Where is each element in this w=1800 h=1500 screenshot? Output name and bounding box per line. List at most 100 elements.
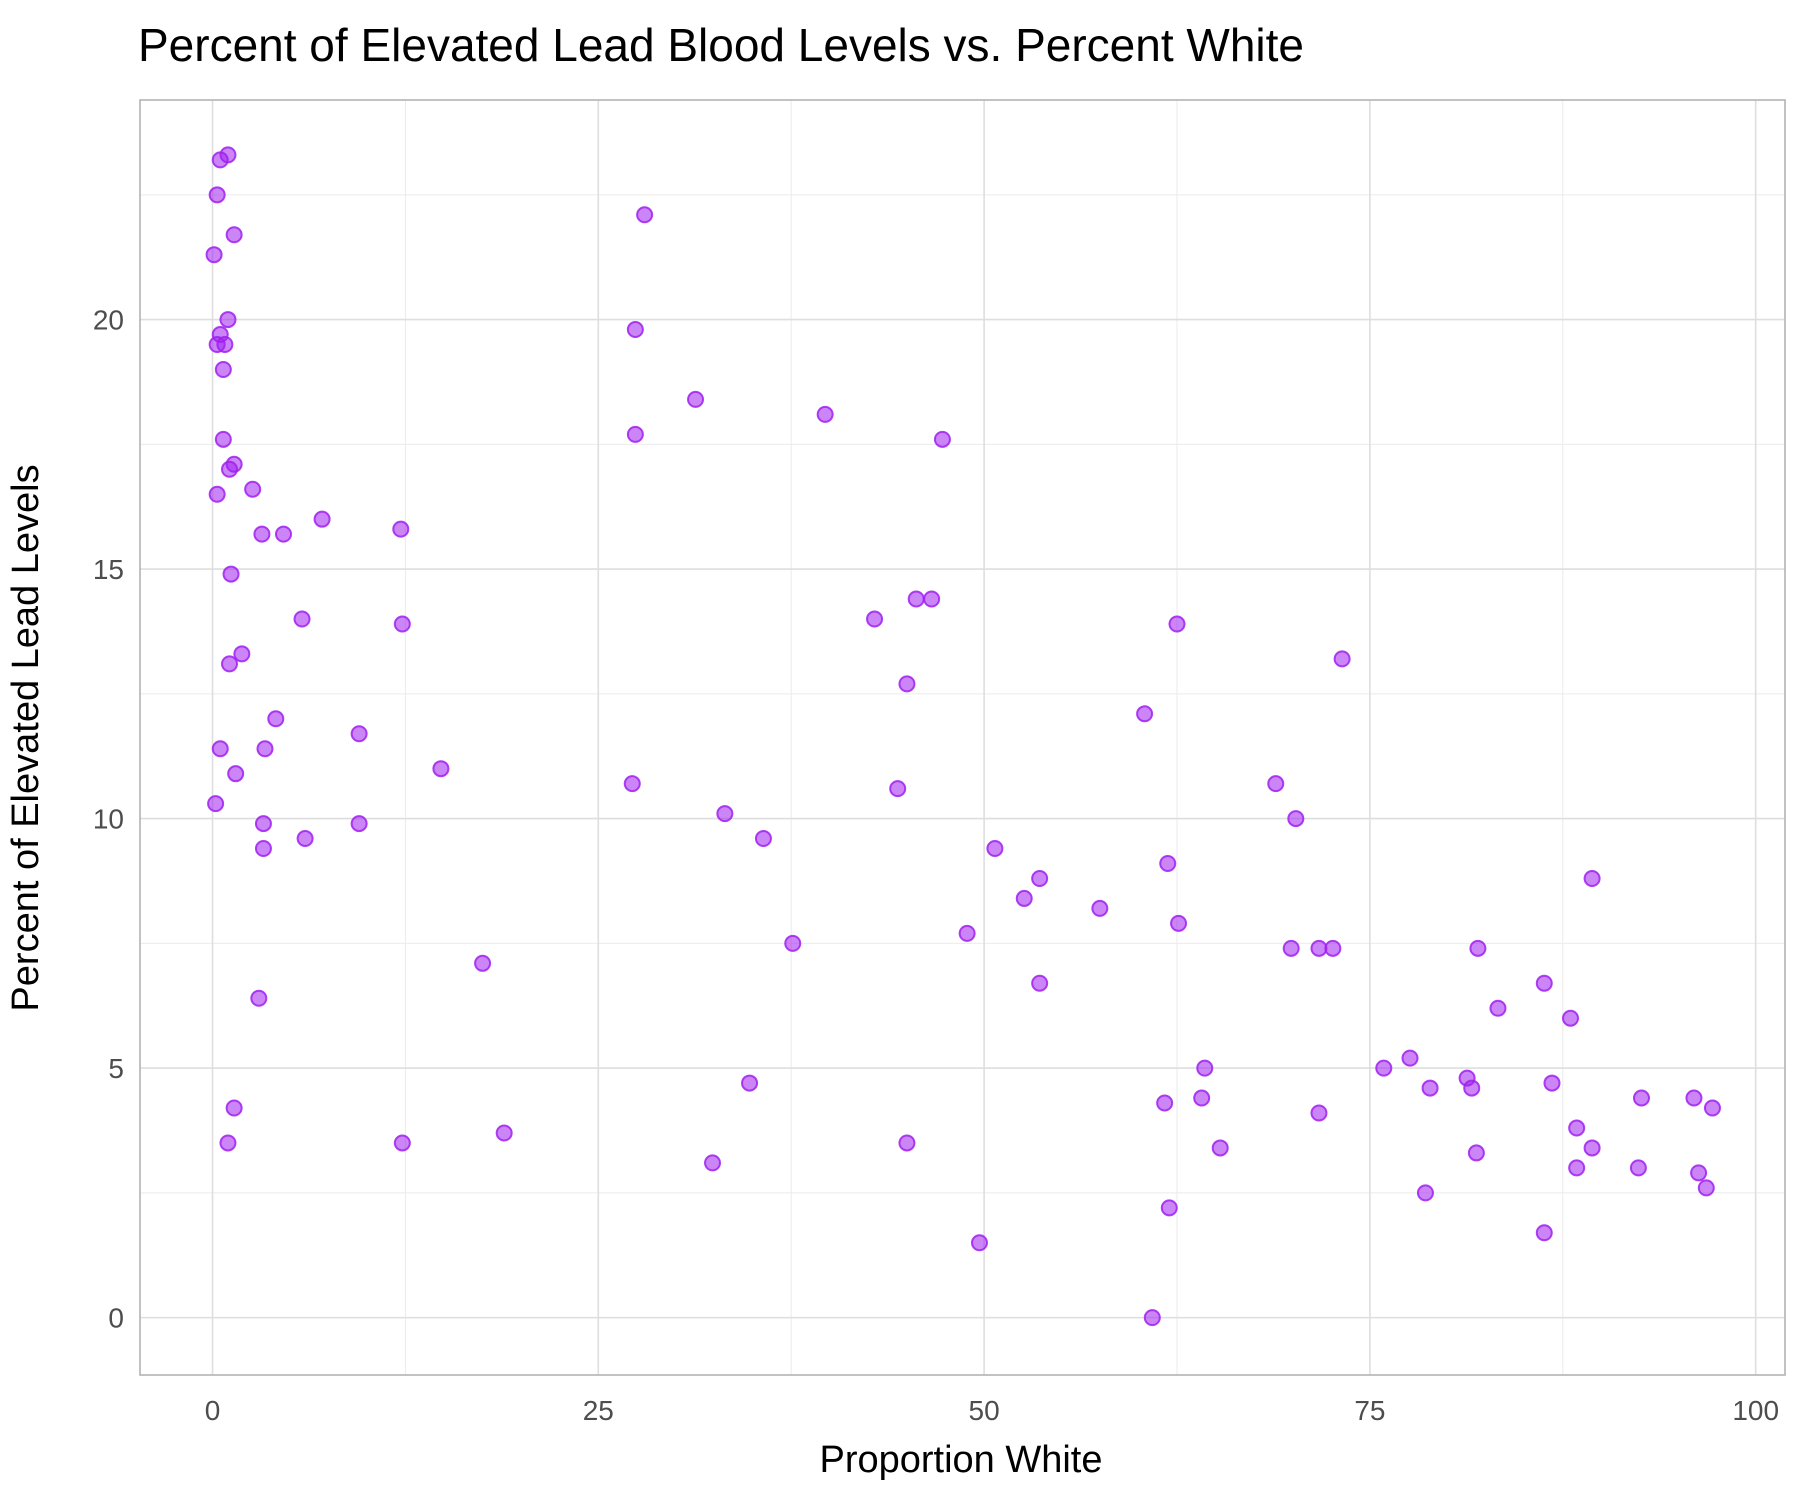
data-point (1333, 650, 1351, 668)
data-point (393, 615, 411, 633)
data-point (1690, 1164, 1708, 1182)
y-tick-label: 20 (93, 305, 124, 336)
data-point (1568, 1159, 1586, 1177)
data-point (275, 525, 293, 543)
data-point (933, 430, 951, 448)
data-point (214, 360, 232, 378)
minor-gridlines (140, 100, 1785, 1375)
data-point (1193, 1089, 1211, 1107)
data-point (754, 830, 772, 848)
data-point (1156, 1094, 1174, 1112)
data-point (1535, 974, 1553, 992)
data-point (1568, 1119, 1586, 1137)
data-point (1310, 939, 1328, 957)
data-point (1031, 869, 1049, 887)
data-point (267, 710, 285, 728)
data-point (986, 840, 1004, 858)
data-point (716, 805, 734, 823)
data-point (221, 655, 239, 673)
data-point (626, 321, 644, 339)
y-tick-label: 0 (108, 1303, 124, 1334)
data-points (205, 146, 1721, 1327)
data-point (296, 830, 314, 848)
data-point (704, 1154, 722, 1172)
data-point (211, 740, 229, 758)
data-point (1703, 1099, 1721, 1117)
y-tick-label: 10 (93, 804, 124, 835)
data-point (1562, 1009, 1580, 1027)
data-point (1535, 1224, 1553, 1242)
data-point (432, 760, 450, 778)
data-point (208, 186, 226, 204)
data-point (1287, 810, 1305, 828)
data-point (350, 815, 368, 833)
data-point (1685, 1089, 1703, 1107)
x-tick-label: 0 (205, 1395, 221, 1426)
data-point (350, 725, 368, 743)
data-point (636, 206, 654, 224)
data-point (207, 795, 225, 813)
data-point (256, 740, 274, 758)
data-point (1469, 939, 1487, 957)
data-point (1583, 1139, 1601, 1157)
data-point (1159, 855, 1177, 873)
data-point (222, 565, 240, 583)
x-tick-label: 50 (969, 1395, 1000, 1426)
data-point (784, 934, 802, 952)
data-point (923, 590, 941, 608)
data-point (866, 610, 884, 628)
data-point (1467, 1144, 1485, 1162)
data-point (1267, 775, 1285, 793)
data-point (1282, 939, 1300, 957)
data-point (1583, 869, 1601, 887)
data-point (1543, 1074, 1561, 1092)
data-point (970, 1234, 988, 1252)
data-point (1324, 939, 1342, 957)
data-point (1015, 889, 1033, 907)
data-point (687, 390, 705, 408)
data-point (216, 336, 234, 354)
y-tick-label: 5 (108, 1053, 124, 1084)
data-point (221, 460, 239, 478)
data-point (225, 1099, 243, 1117)
data-point (626, 425, 644, 443)
data-point (495, 1124, 513, 1142)
data-point (907, 590, 925, 608)
data-point (889, 780, 907, 798)
data-point (208, 485, 226, 503)
data-point (233, 645, 251, 663)
data-point (392, 520, 410, 538)
data-point (250, 989, 268, 1007)
data-point (393, 1134, 411, 1152)
data-point (1416, 1184, 1434, 1202)
data-point (474, 954, 492, 972)
chart-title: Percent of Elevated Lead Blood Levels vs… (138, 19, 1304, 71)
plot-panel (140, 100, 1785, 1375)
data-point (1091, 899, 1109, 917)
data-point (244, 480, 262, 498)
data-point (1170, 914, 1188, 932)
data-point (225, 226, 243, 244)
data-point (227, 765, 245, 783)
panel-border (139, 99, 1786, 1376)
data-point (1629, 1159, 1647, 1177)
data-point (1160, 1199, 1178, 1217)
data-point (741, 1074, 759, 1092)
y-tick-label: 15 (93, 554, 124, 585)
data-point (1136, 705, 1154, 723)
x-tick-label: 75 (1354, 1395, 1385, 1426)
plot-background (140, 100, 1785, 1375)
y-axis-title: Percent of Elevated Lead Levels (5, 464, 47, 1011)
x-axis-title: Proportion White (819, 1439, 1102, 1481)
x-tick-label: 25 (583, 1395, 614, 1426)
data-point (1489, 999, 1507, 1017)
data-point (1211, 1139, 1229, 1157)
data-point (254, 840, 272, 858)
data-point (1310, 1104, 1328, 1122)
data-point (1697, 1179, 1715, 1197)
data-point (1632, 1089, 1650, 1107)
data-point (898, 1134, 916, 1152)
data-point (898, 675, 916, 693)
data-point (1168, 615, 1186, 633)
data-point (958, 924, 976, 942)
